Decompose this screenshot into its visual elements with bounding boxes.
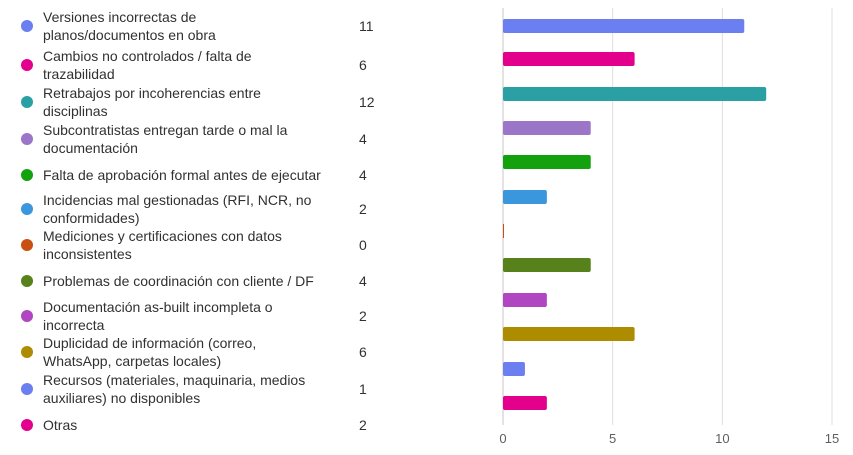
legend-color-dot xyxy=(21,96,33,108)
bar-6[interactable] xyxy=(503,224,504,238)
bar-11[interactable] xyxy=(503,396,547,410)
legend-label: Problemas de coordinación con cliente / … xyxy=(43,272,314,289)
legend-color-dot xyxy=(21,383,33,395)
x-tick-label: 15 xyxy=(825,431,839,446)
legend-label: Retrabajos por incoherencias entre discip… xyxy=(43,84,261,120)
legend-color-dot xyxy=(21,239,33,251)
legend-label: Subcontratistas entregan tarde o mal la d… xyxy=(43,121,288,157)
legend-color-dot xyxy=(21,203,33,215)
bar-7[interactable] xyxy=(503,258,591,272)
legend-value: 12 xyxy=(359,94,375,110)
legend-value: 6 xyxy=(359,57,367,73)
legend-label: Otras xyxy=(43,416,78,433)
bar-8[interactable] xyxy=(503,293,547,307)
bar-4[interactable] xyxy=(503,155,591,169)
legend-color-dot xyxy=(21,169,33,181)
bar-10[interactable] xyxy=(503,362,525,376)
bar-0[interactable] xyxy=(503,19,745,33)
legend-label: Duplicidad de información (correo, WhatsA… xyxy=(43,334,257,370)
legend-value: 6 xyxy=(359,344,367,360)
legend-color-dot xyxy=(21,419,33,431)
x-tick-label: 5 xyxy=(609,431,616,446)
bar-9[interactable] xyxy=(503,327,635,341)
legend-value: 2 xyxy=(359,308,367,324)
legend-label: Cambios no controlados / falta de trazabi… xyxy=(43,47,252,83)
legend-value: 11 xyxy=(359,18,374,34)
legend-label: Recursos (materiales, maquinaria, medios… xyxy=(43,371,306,407)
legend-color-dot xyxy=(21,275,33,287)
legend-color-dot xyxy=(21,20,33,32)
legend-label: Falta de aprobación formal antes de ejec… xyxy=(43,166,321,183)
legend-color-dot xyxy=(21,310,33,322)
legend-label: Incidencias mal gestionadas (RFI, NCR, n… xyxy=(43,191,312,227)
legend-value: 4 xyxy=(359,273,367,289)
legend-color-dot xyxy=(21,346,33,358)
bar-3[interactable] xyxy=(503,121,591,135)
legend-color-dot xyxy=(21,59,33,71)
legend-label: Documentación as-built incompleta o incor… xyxy=(43,298,273,334)
legend-color-dot xyxy=(21,133,33,145)
bar-5[interactable] xyxy=(503,190,547,204)
legend-value: 4 xyxy=(359,131,367,147)
legend-value: 1 xyxy=(359,381,367,397)
legend-value: 2 xyxy=(359,417,367,433)
x-tick-label: 10 xyxy=(715,431,729,446)
x-tick-label: 0 xyxy=(499,431,506,446)
legend-label: Mediciones y certificaciones con datos in… xyxy=(43,227,282,263)
bar-2[interactable] xyxy=(503,87,767,101)
legend-value: 2 xyxy=(359,201,367,217)
legend-label: Versiones incorrectas de planos/documento… xyxy=(43,8,216,44)
legend-value: 0 xyxy=(359,237,367,253)
legend-value: 4 xyxy=(359,167,367,183)
bar-1[interactable] xyxy=(503,52,635,66)
